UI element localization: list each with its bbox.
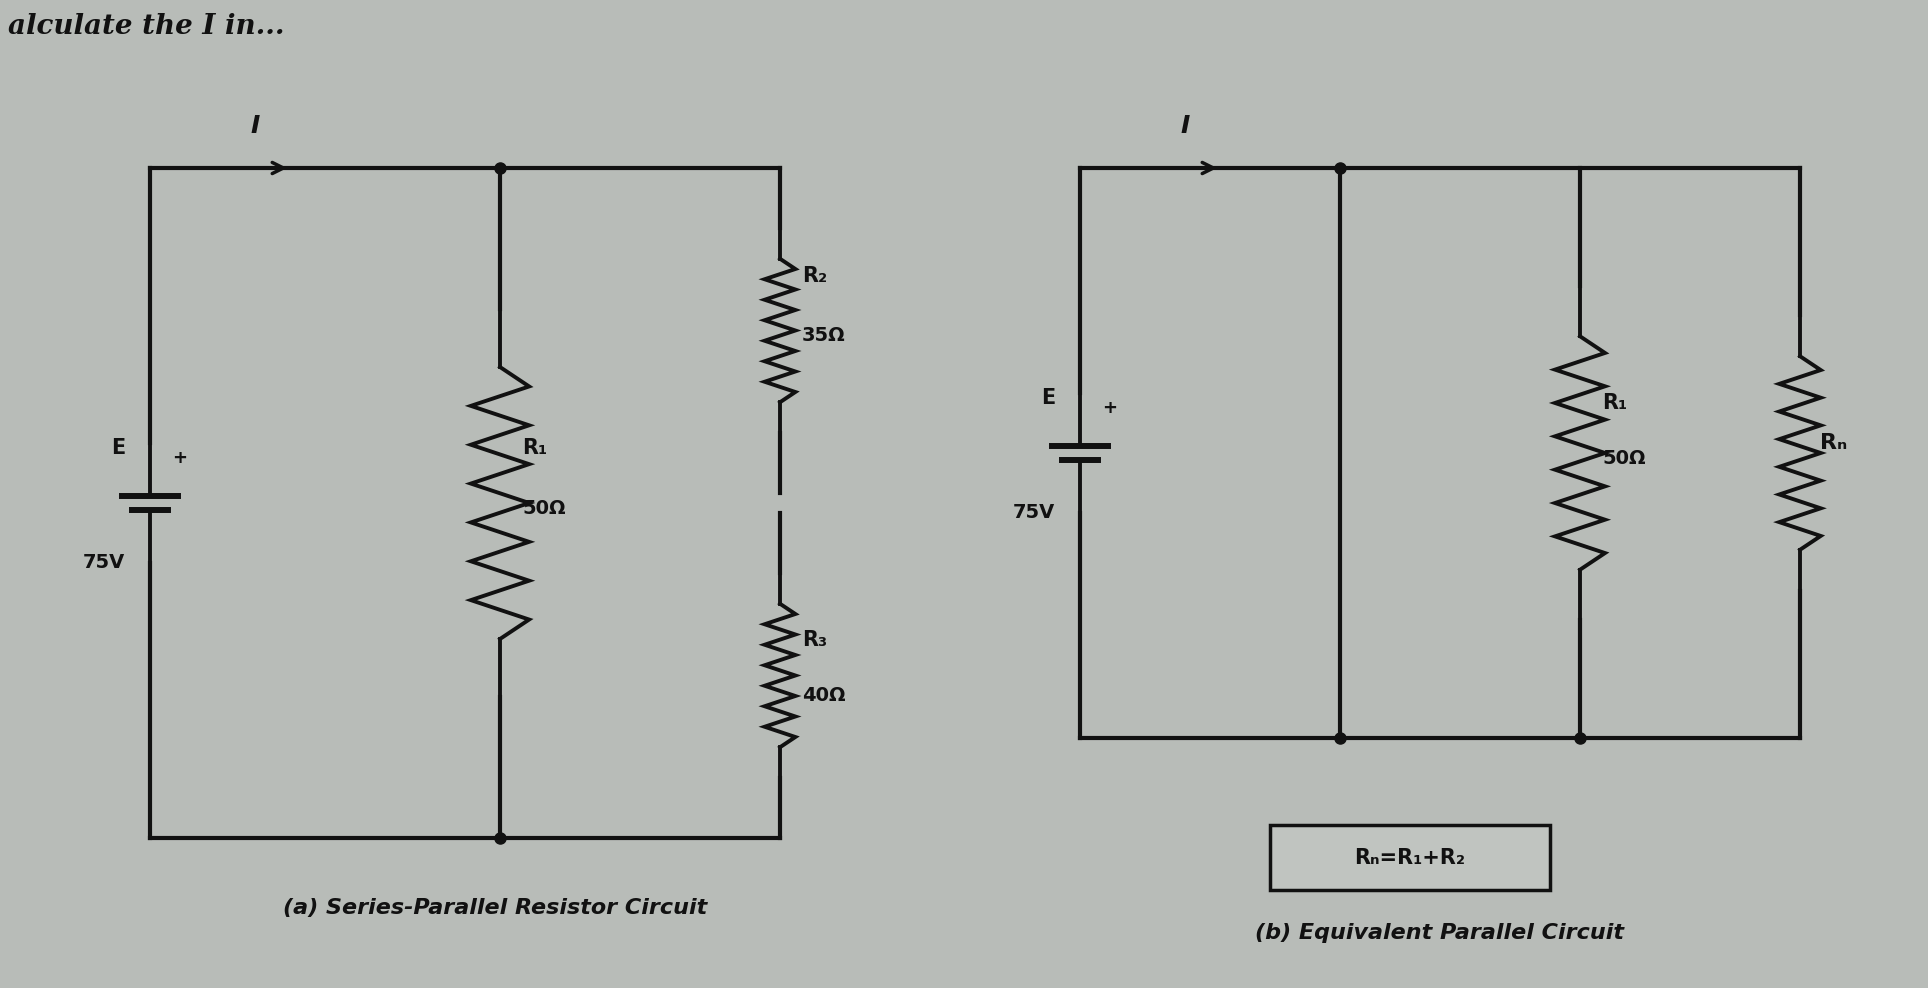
Text: 40Ω: 40Ω xyxy=(802,686,846,705)
Text: 35Ω: 35Ω xyxy=(802,326,846,345)
Text: R₁: R₁ xyxy=(1602,393,1627,413)
Text: I: I xyxy=(1180,114,1190,138)
Text: (b) Equivalent Parallel Circuit: (b) Equivalent Parallel Circuit xyxy=(1255,923,1625,943)
Text: 50Ω: 50Ω xyxy=(522,499,565,518)
Text: 50Ω: 50Ω xyxy=(1602,449,1645,467)
Text: Rₙ=R₁+R₂: Rₙ=R₁+R₂ xyxy=(1355,848,1465,868)
Text: Rₙ: Rₙ xyxy=(1820,433,1847,453)
Text: 75V: 75V xyxy=(1012,504,1055,523)
Text: alculate the I in...: alculate the I in... xyxy=(8,13,285,40)
Text: I: I xyxy=(251,114,260,138)
Text: E: E xyxy=(110,438,125,458)
Text: R₁: R₁ xyxy=(522,438,548,458)
Text: R₃: R₃ xyxy=(802,630,827,650)
Text: +: + xyxy=(1103,399,1116,417)
Text: +: + xyxy=(172,449,187,467)
Text: E: E xyxy=(1041,388,1055,408)
Text: (a) Series-Parallel Resistor Circuit: (a) Series-Parallel Resistor Circuit xyxy=(283,898,708,918)
Text: 75V: 75V xyxy=(83,553,125,572)
Text: R₂: R₂ xyxy=(802,266,827,286)
Bar xyxy=(1271,826,1550,890)
